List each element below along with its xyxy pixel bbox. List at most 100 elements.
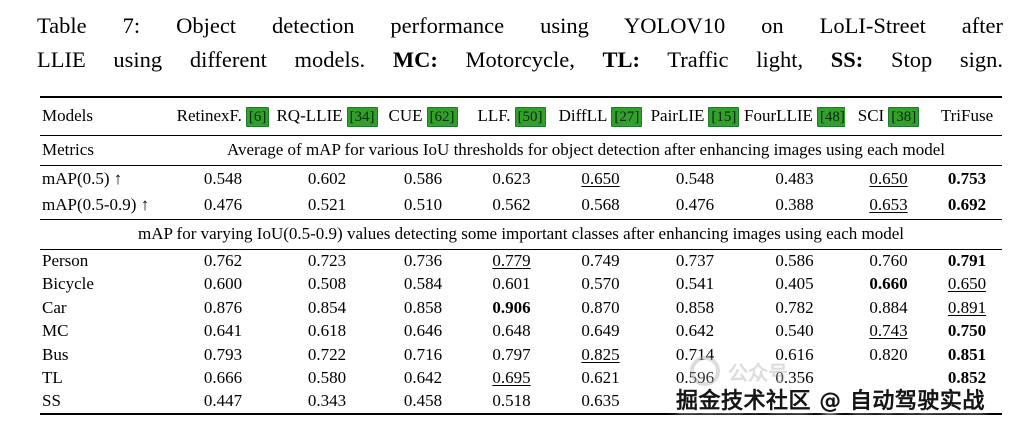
table-cell: 0.405 xyxy=(775,274,814,294)
model-name: RetinexF. xyxy=(176,105,242,125)
model-name: RQ-LLIE xyxy=(276,105,343,125)
table-cell: 0.356 xyxy=(775,368,814,388)
table-cell: 0.779 xyxy=(492,251,531,270)
table-caption: Table 7: Object detection performance us… xyxy=(37,9,1003,77)
model-name: TriFuse xyxy=(940,106,994,126)
table-cell: 0.642 xyxy=(675,321,715,341)
row-label: Car xyxy=(42,297,67,317)
table-cell: 0.722 xyxy=(307,344,347,364)
model-name: FourLLIE xyxy=(744,105,813,125)
table-cell: 0.388 xyxy=(775,195,814,215)
table-cell: 0.521 xyxy=(307,195,347,215)
model-column-header: DiffLL [27] xyxy=(555,97,646,135)
table-cell: 0.343 xyxy=(307,391,347,411)
table-cell: 0.714 xyxy=(675,344,715,364)
table-cell: 0.723 xyxy=(307,251,347,270)
citation-link[interactable]: [27] xyxy=(611,106,643,127)
table-cell: 0.586 xyxy=(403,168,443,188)
table-cell: 0.753 xyxy=(947,168,987,188)
table-cell: 0.884 xyxy=(869,297,908,317)
citation-link[interactable]: [62] xyxy=(426,106,458,127)
caption-abbr-mc: MC: xyxy=(392,47,438,72)
table-cell: 0.660 xyxy=(869,274,908,294)
model-name: DiffLL xyxy=(558,105,608,125)
metrics-row: Metrics Average of mAP for various IoU t… xyxy=(40,135,1002,165)
table-cell: 0.584 xyxy=(403,274,443,294)
model-column-header: PairLIE [15] xyxy=(646,97,744,135)
table-cell: 0.601 xyxy=(492,274,531,294)
model-column-header: SCI [38] xyxy=(845,97,932,135)
model-name: LLF. xyxy=(477,105,511,125)
table-cell: 0.580 xyxy=(307,368,347,388)
table-cell: 0.749 xyxy=(581,251,620,270)
table-cell: 0.762 xyxy=(203,251,243,270)
table-cell: 0.851 xyxy=(947,344,987,364)
table-cell: 0.650 xyxy=(947,274,987,294)
model-name: SCI xyxy=(857,105,885,125)
table-cell: 0.906 xyxy=(492,297,531,317)
table-row: Bicycle 0.600 0.508 0.584 0.601 0.570 0.541 0.4… xyxy=(40,273,1002,297)
table-cell: 0.518 xyxy=(492,391,531,411)
table-cell: 0.616 xyxy=(775,344,814,364)
table-cell: 0.760 xyxy=(869,251,908,270)
table-cell: 0.858 xyxy=(403,297,443,317)
table-row: TL 0.666 0.580 0.642 0.695 0.621 0.596 0.356 0.8… xyxy=(40,367,1002,391)
citation-link[interactable]: [6] xyxy=(245,106,270,127)
table-cell: 0.548 xyxy=(675,168,715,188)
models-column-header: Models xyxy=(42,106,93,126)
caption-abbr-ss: SS: xyxy=(830,47,864,72)
citation-link[interactable]: [34] xyxy=(346,106,378,127)
table-cell: 0.586 xyxy=(775,251,814,270)
citation-link[interactable]: [15] xyxy=(708,106,740,127)
model-name: PairLIE xyxy=(650,105,705,125)
model-column-header: TriFuse xyxy=(932,97,1002,135)
table-cell: 0.483 xyxy=(775,168,814,188)
table-cell: 0.743 xyxy=(869,321,908,341)
results-table: Models RetinexF. [6] RQ-LLIE [34] CUE [62] LLF… xyxy=(40,96,1002,415)
caption-table-number: Table 7: xyxy=(37,13,141,38)
model-column-header: RQ-LLIE [34] xyxy=(276,97,378,135)
watermark-text: 掘金技术社区 @ 自动驾驶实战 xyxy=(676,389,985,414)
table-cell: 0.854 xyxy=(307,297,347,317)
citation-link[interactable]: [48] xyxy=(816,106,845,127)
table-cell: 0.791 xyxy=(947,251,987,270)
table-cell: 0.737 xyxy=(675,251,715,270)
table-cell: 0.508 xyxy=(307,274,347,294)
table-cell: 0.797 xyxy=(492,344,531,364)
model-column-header: FourLLIE [48] xyxy=(744,97,845,135)
table-cell: 0.642 xyxy=(403,368,443,388)
model-column-header: CUE [62] xyxy=(378,97,468,135)
table-cell: 0.692 xyxy=(947,195,987,215)
citation-link[interactable]: [50] xyxy=(514,106,546,127)
row-label: TL xyxy=(42,368,63,388)
row-label: Person xyxy=(42,251,89,270)
model-name: CUE xyxy=(388,105,423,125)
map-section: mAP(0.5) ↑ 0.548 0.602 0.586 0.623 0.650 0.548… xyxy=(40,165,1002,219)
model-column-header: RetinexF. [6] xyxy=(170,97,276,135)
table-cell: 0.736 xyxy=(403,251,443,270)
table-cell: 0.635 xyxy=(581,391,620,411)
table-cell: 0.650 xyxy=(581,168,620,188)
classes-section-header: mAP for varying IoU(0.5-0.9) values dete… xyxy=(137,224,905,243)
citation-link[interactable]: [38] xyxy=(888,106,920,127)
header-row: Models RetinexF. [6] RQ-LLIE [34] CUE [62] LLF… xyxy=(40,97,1002,135)
row-label: Bicycle xyxy=(42,274,94,294)
table-cell: 0.476 xyxy=(203,195,243,215)
table-cell: 0.562 xyxy=(492,195,531,215)
table-row: SS 0.447 0.343 0.458 0.518 0.635 xyxy=(40,390,1002,414)
caption-abbr-ss-def: Stop sign. xyxy=(890,47,1004,72)
table-cell: 0.458 xyxy=(403,391,443,411)
table-cell: 0.618 xyxy=(307,321,347,341)
table-cell: 0.596 xyxy=(675,368,715,388)
table-cell: 0.600 xyxy=(203,274,243,294)
classes-header-row: mAP for varying IoU(0.5-0.9) values dete… xyxy=(40,219,1002,249)
table-cell: 0.648 xyxy=(492,321,531,341)
table-cell: 0.695 xyxy=(492,368,531,388)
table-row: Person 0.762 0.723 0.736 0.779 0.749 0.737 0.58… xyxy=(40,249,1002,273)
table-cell: 0.666 xyxy=(203,368,243,388)
table-cell: 0.653 xyxy=(869,195,908,215)
table-cell: 0.891 xyxy=(947,297,987,317)
table-cell: 0.852 xyxy=(947,368,987,388)
caption-line-1: Table 7: Object detection performance us… xyxy=(37,9,1003,43)
table-row: Car 0.876 0.854 0.858 0.906 0.870 0.858 0.782 0.… xyxy=(40,296,1002,320)
